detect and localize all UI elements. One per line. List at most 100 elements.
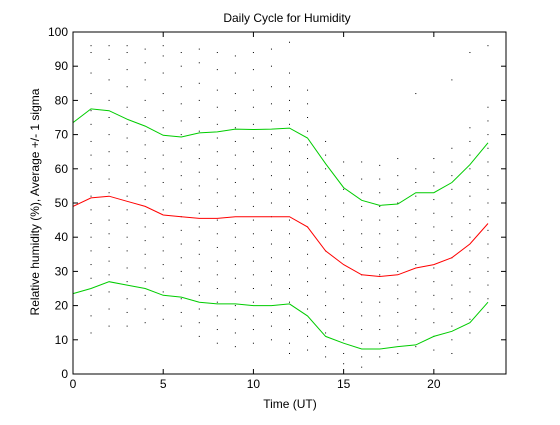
observation-dot: [270, 311, 272, 313]
observation-dot: [126, 298, 128, 300]
observation-dot: [108, 178, 110, 180]
observation-dot: [307, 144, 309, 146]
observation-dot: [108, 308, 110, 310]
observation-dot: [451, 311, 453, 313]
observation-dot: [307, 294, 309, 296]
observation-dot: [108, 117, 110, 118]
observation-dot: [234, 346, 236, 348]
observation-dot: [216, 315, 218, 317]
observation-dot: [379, 329, 381, 331]
observation-dot: [108, 219, 110, 221]
observation-dot: [234, 140, 236, 142]
observation-dot: [487, 188, 489, 190]
observation-dot: [126, 223, 128, 225]
observation-dot: [234, 250, 236, 252]
observation-dot: [180, 257, 182, 259]
observation-dot: [469, 209, 471, 211]
observation-dot: [325, 318, 327, 320]
observation-dot: [270, 202, 272, 204]
observation-dot: [397, 216, 399, 218]
observation-dot: [397, 270, 399, 272]
observation-dot: [397, 175, 399, 177]
observation-dot: [397, 284, 399, 286]
observation-dot: [415, 291, 417, 293]
observation-dot: [289, 233, 290, 235]
observation-dot: [126, 106, 128, 108]
observation-dot: [361, 219, 363, 221]
observation-dot: [307, 349, 309, 351]
observation-dot: [270, 103, 272, 105]
chart-title: Daily Cycle for Humidity: [223, 11, 350, 25]
observation-dot: [307, 267, 309, 269]
observation-dot: [289, 151, 290, 153]
observation-dot: [108, 291, 110, 293]
observation-dot: [144, 199, 146, 201]
observation-dot: [162, 55, 164, 57]
observation-dot: [180, 325, 182, 327]
observation-dot: [108, 164, 110, 166]
observation-dot: [180, 65, 182, 67]
observation-dot: [144, 212, 146, 214]
observation-dot: [90, 209, 92, 211]
observation-dot: [270, 161, 272, 163]
observation-dot: [216, 164, 218, 166]
observation-dot: [270, 298, 272, 300]
observation-dot: [90, 52, 92, 54]
observation-dot: [469, 291, 471, 293]
observation-dot: [433, 281, 435, 283]
observation-dot: [397, 243, 399, 245]
observation-dot: [343, 363, 345, 365]
y-tick-label: 50: [55, 196, 69, 210]
observation-dot: [126, 137, 128, 139]
y-axis-label: Relative humidity (%), Average +/- 1 sig…: [28, 88, 42, 315]
observation-dot: [487, 175, 489, 177]
observation-dot: [252, 164, 254, 166]
observation-dot: [289, 352, 290, 354]
observation-dot: [270, 325, 272, 327]
observation-dot: [415, 181, 417, 183]
observation-dot: [234, 154, 236, 156]
observation-dot: [144, 185, 146, 187]
observation-dot: [415, 305, 417, 307]
observation-dot: [252, 288, 254, 289]
observation-points: [72, 41, 489, 368]
observation-dot: [162, 291, 164, 293]
observation-dot: [307, 158, 309, 160]
plot-frame: [72, 31, 507, 375]
observation-dot: [343, 229, 345, 231]
observation-dot: [234, 332, 236, 334]
observation-dot: [289, 301, 290, 303]
observation-dot: [397, 229, 399, 231]
observation-dot: [343, 202, 345, 204]
observation-dot: [108, 58, 110, 60]
observation-dot: [397, 325, 399, 327]
observation-dot: [90, 315, 92, 317]
observation-dot: [415, 346, 417, 348]
observation-dot: [144, 240, 146, 242]
observation-dot: [90, 140, 92, 142]
observation-dot: [487, 270, 489, 272]
observation-dot: [252, 329, 254, 331]
observation-dot: [361, 178, 363, 180]
observation-dot: [379, 233, 381, 235]
observation-dot: [433, 253, 435, 255]
observation-dot: [144, 281, 146, 283]
observation-dot: [216, 205, 218, 207]
observation-dot: [379, 205, 381, 207]
observation-dot: [198, 62, 200, 64]
observation-dot: [126, 164, 128, 166]
observation-dot: [108, 192, 110, 194]
observation-dot: [433, 199, 435, 201]
observation-dot: [433, 308, 435, 310]
observation-dot: [469, 52, 471, 54]
observation-dot: [234, 168, 236, 170]
observation-dot: [180, 311, 182, 313]
observation-dot: [144, 267, 146, 269]
observation-dot: [162, 195, 164, 197]
observation-dot: [379, 274, 381, 276]
observation-dot: [90, 154, 92, 156]
observation-dot: [289, 86, 290, 88]
observation-dot: [108, 205, 110, 207]
observation-dot: [252, 137, 254, 139]
